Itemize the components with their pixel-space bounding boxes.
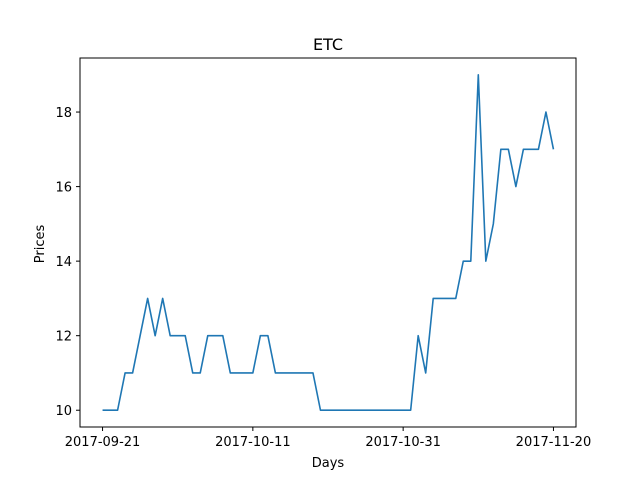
y-tick-label: 16	[55, 181, 72, 196]
y-tick-label: 18	[55, 106, 72, 121]
y-tick-label: 10	[55, 404, 72, 419]
x-tick-label: 2017-11-20	[516, 435, 592, 450]
y-tick-label: 14	[55, 255, 72, 270]
x-tick-label: 2017-09-21	[65, 435, 141, 450]
axes-frame	[79, 57, 577, 428]
plot-area: 2017-09-21 2017-10-11 2017-10-31 2017-11-20…	[55, 57, 592, 450]
series-line	[102, 73, 555, 412]
x-axis-label: Days	[312, 456, 345, 471]
y-tick-label: 12	[55, 330, 72, 345]
chart-title: ETC	[313, 35, 343, 54]
y-axis-label: Prices	[33, 225, 48, 264]
x-tick-label: 2017-10-31	[365, 435, 441, 450]
x-tick-label: 2017-10-11	[215, 435, 291, 450]
